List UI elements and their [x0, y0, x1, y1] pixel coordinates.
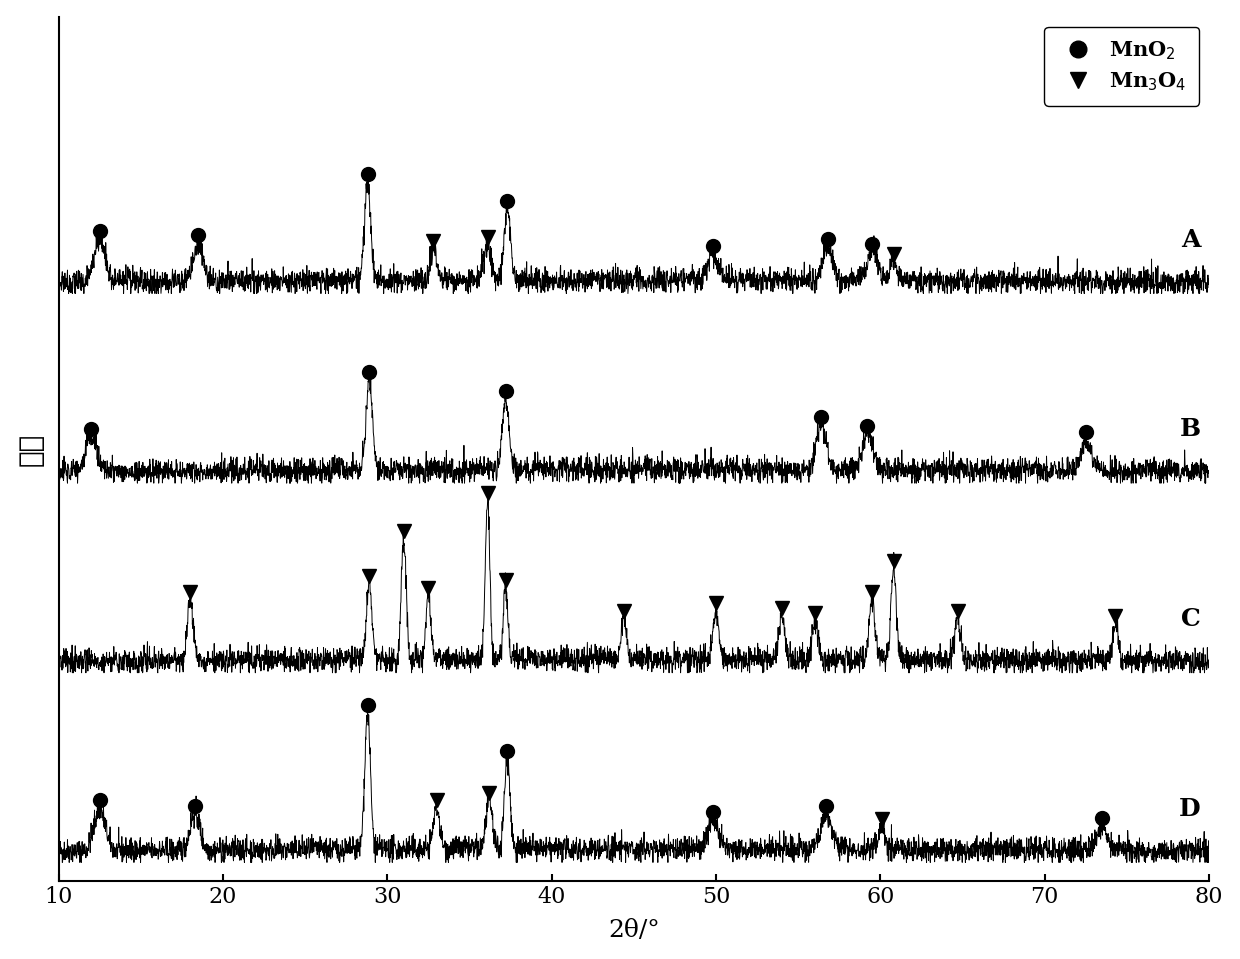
- Text: D: D: [1179, 797, 1200, 821]
- Text: A: A: [1182, 228, 1200, 252]
- X-axis label: 2θ/°: 2θ/°: [608, 920, 660, 943]
- Y-axis label: 强度: 强度: [16, 433, 45, 466]
- Legend: MnO$_2$, Mn$_3$O$_4$: MnO$_2$, Mn$_3$O$_4$: [1044, 27, 1199, 105]
- Text: B: B: [1179, 417, 1200, 441]
- Text: C: C: [1180, 607, 1200, 631]
